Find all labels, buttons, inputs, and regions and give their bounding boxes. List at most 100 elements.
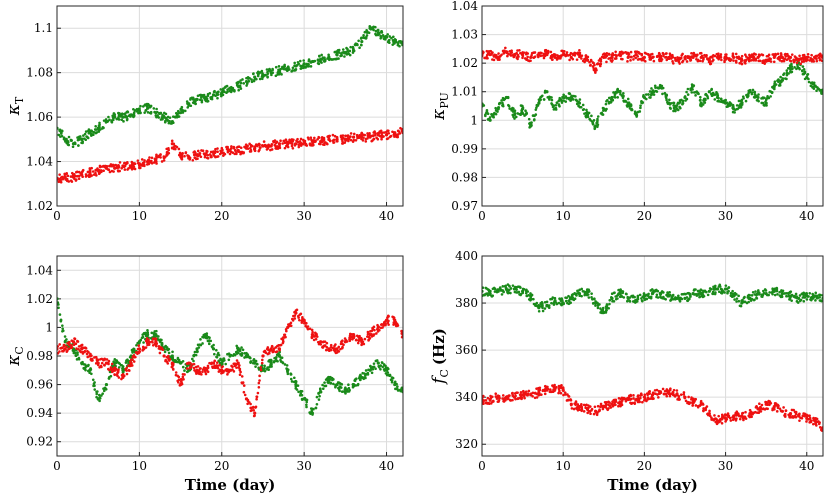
- data-point: [533, 51, 537, 54]
- data-point: [536, 53, 540, 57]
- data-point: [147, 162, 150, 166]
- data-point: [215, 91, 219, 94]
- data-point: [687, 395, 690, 399]
- data-point: [380, 35, 383, 39]
- data-point: [482, 402, 485, 406]
- data-point: [358, 46, 361, 50]
- data-point: [374, 359, 378, 363]
- data-point: [70, 171, 74, 175]
- data-point: [803, 56, 806, 60]
- data-point: [530, 293, 534, 297]
- data-point: [692, 51, 696, 55]
- data-point: [346, 134, 350, 137]
- y-axis-label: κPU: [429, 92, 451, 121]
- data-point: [692, 84, 696, 87]
- data-point: [631, 300, 635, 303]
- data-point: [695, 57, 698, 61]
- data-point: [562, 93, 565, 97]
- data-point: [650, 87, 653, 90]
- data-point: [204, 99, 208, 103]
- data-point: [681, 60, 684, 64]
- data-point: [198, 343, 202, 346]
- data-point: [540, 303, 544, 306]
- data-point: [570, 96, 574, 100]
- data-point: [197, 369, 201, 372]
- data-point: [801, 56, 804, 60]
- data-point: [773, 293, 777, 297]
- data-point: [90, 166, 93, 170]
- data-point: [120, 112, 123, 116]
- data-point: [98, 397, 102, 400]
- data-point: [57, 303, 60, 306]
- data-point: [179, 153, 183, 156]
- data-point: [764, 100, 767, 104]
- data-point: [694, 288, 697, 291]
- data-point: [156, 114, 159, 117]
- data-point: [582, 410, 586, 413]
- data-point: [750, 91, 754, 94]
- data-point: [298, 394, 302, 397]
- x-tick-label: 30: [297, 209, 312, 223]
- data-point: [806, 52, 810, 56]
- data-point: [65, 171, 69, 175]
- data-point: [335, 53, 338, 56]
- data-point: [251, 361, 255, 365]
- y-tick-label: 1.02: [26, 199, 53, 213]
- data-point: [684, 292, 687, 296]
- data-point: [154, 337, 158, 341]
- y-label-subscript: T: [13, 96, 26, 104]
- data-point: [266, 145, 270, 149]
- data-point: [309, 61, 313, 64]
- data-point: [535, 106, 538, 109]
- data-point: [570, 407, 574, 410]
- data-point: [78, 135, 82, 138]
- data-point: [254, 359, 257, 363]
- data-point: [292, 314, 295, 318]
- data-point: [76, 136, 79, 139]
- data-point: [260, 361, 264, 365]
- data-point: [204, 372, 208, 376]
- data-point: [112, 118, 115, 122]
- data-point: [323, 143, 326, 147]
- data-point: [312, 60, 315, 63]
- data-point: [790, 299, 793, 302]
- data-point: [107, 361, 110, 365]
- data-point: [550, 301, 553, 305]
- data-point: [387, 131, 391, 135]
- data-point: [663, 389, 667, 393]
- data-point: [180, 108, 184, 111]
- data-point: [57, 345, 60, 348]
- data-point: [176, 360, 180, 364]
- data-point: [768, 59, 771, 63]
- data-point: [149, 105, 152, 109]
- data-point: [90, 354, 93, 357]
- data-point: [207, 342, 211, 346]
- data-point: [486, 401, 489, 405]
- data-point: [192, 359, 195, 363]
- data-point: [482, 286, 485, 290]
- data-point: [589, 412, 592, 416]
- data-point: [744, 59, 748, 63]
- data-point: [277, 142, 282, 146]
- data-point: [387, 323, 390, 326]
- data-point: [687, 402, 691, 406]
- data-point: [504, 284, 508, 288]
- data-point: [621, 290, 624, 293]
- data-point: [271, 67, 274, 71]
- data-point: [229, 90, 233, 94]
- data-point: [274, 350, 278, 354]
- data-point: [599, 405, 602, 408]
- data-point: [316, 58, 320, 61]
- data-point: [100, 394, 103, 397]
- data-point: [198, 367, 202, 370]
- data-point: [375, 327, 379, 331]
- data-point: [723, 60, 726, 64]
- data-point: [815, 294, 819, 298]
- x-tick-label: 40: [379, 459, 394, 473]
- data-point: [167, 151, 171, 155]
- data-point: [648, 390, 652, 393]
- data-point: [302, 66, 305, 70]
- data-point: [100, 357, 104, 361]
- data-point: [730, 294, 733, 298]
- data-point: [299, 137, 303, 141]
